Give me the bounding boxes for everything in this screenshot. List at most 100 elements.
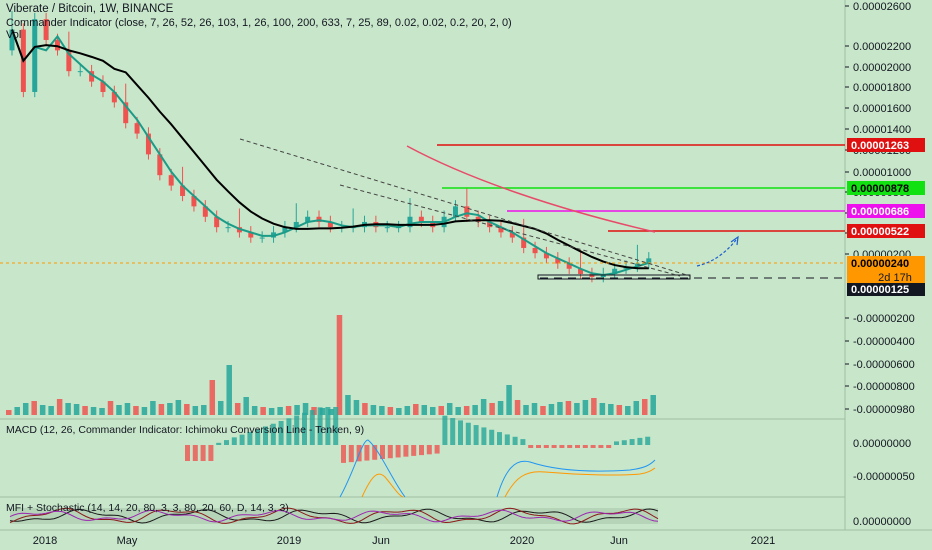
volume-bar (234, 403, 241, 415)
candle-body (532, 247, 538, 254)
volume-bar (438, 406, 444, 415)
trendline-lower (339, 184, 681, 277)
candle-body (566, 263, 572, 269)
macd-histogram-bar (278, 420, 284, 445)
candlestick-series (9, 10, 652, 283)
macd-histogram-bar (582, 445, 588, 448)
time-axis[interactable]: 2018 May 2019 Jun 2020 Jun 2021 (33, 535, 775, 547)
macd-line-2 (496, 459, 656, 498)
price-tag-bg (847, 224, 925, 238)
macd-histogram-bar (255, 429, 261, 445)
volume-bar (616, 405, 623, 415)
macd-histogram-bar (575, 445, 580, 448)
candle-body (66, 50, 72, 72)
candle-body (418, 216, 424, 222)
volume-bar (39, 405, 46, 415)
macd-histogram-bar (590, 445, 596, 448)
volume-bar (565, 401, 572, 415)
candle-body (634, 263, 640, 267)
volume-bar (226, 365, 232, 415)
macd-histogram-bar (208, 445, 214, 461)
macd-histogram-bar (497, 432, 502, 445)
macd-histogram-bar (489, 429, 495, 445)
macd-histogram-bar (536, 445, 541, 448)
time-tick-label: May (117, 535, 138, 547)
macd-histogram-bar (637, 437, 643, 445)
candle-body (509, 232, 515, 238)
volume-bar (345, 395, 351, 415)
macd-histogram-bar (333, 407, 339, 445)
macd-histogram-bar (551, 445, 557, 448)
mfi-tick-label: 0.00000000 (853, 516, 911, 528)
price-level-tags: 0.00001263 0.00000878 0.00000686 0.00000522… (847, 138, 925, 296)
volume-bar (22, 403, 29, 415)
candle-body (248, 232, 254, 238)
price-tag-label: 0.00001263 (851, 140, 909, 152)
volume-bar (591, 398, 597, 415)
volume-bar (387, 407, 394, 415)
price-tag-bg (847, 256, 925, 270)
macd-line (339, 439, 406, 498)
macd-histogram-bar (450, 418, 456, 445)
macd-histogram-bar (224, 440, 229, 445)
volume-bar (497, 401, 504, 415)
volume-bar (167, 403, 173, 415)
volume-bar (396, 408, 402, 415)
volume-bar (642, 399, 648, 415)
mfi-stochastic-pane (9, 507, 659, 525)
volume-bar (480, 399, 487, 415)
macd-histogram-bar (286, 418, 292, 445)
macd-histogram-bar (192, 445, 198, 461)
macd-histogram-bar (239, 434, 245, 445)
candle-body (157, 154, 163, 176)
volume-bar (421, 405, 428, 415)
candle-body (589, 273, 595, 278)
stochastic-band (10, 508, 658, 524)
signal-line (361, 473, 404, 498)
macd-histogram-bar (621, 440, 627, 445)
projection-arrow (696, 239, 737, 267)
macd-histogram-bar (567, 445, 573, 448)
trendline-upper (239, 138, 691, 277)
price-tick-label: -0.00000200 (853, 313, 915, 325)
candle-body (180, 185, 186, 196)
macd-histogram-bar (380, 445, 385, 459)
macd-histogram-bar (419, 445, 424, 456)
volume-bar (90, 407, 97, 415)
volume-bar (31, 401, 37, 415)
macd-histogram-bar (200, 445, 206, 461)
volume-bar (650, 395, 656, 415)
stochastic-d-line (9, 509, 659, 523)
volume-bar (268, 408, 275, 415)
volume-bar (150, 401, 156, 415)
price-tag-label: 0.00000522 (851, 226, 909, 238)
chart-drawings (0, 138, 845, 280)
volume-bar (6, 410, 12, 415)
candle-body (612, 268, 618, 274)
candle-body (191, 195, 197, 207)
projection-arrowhead (730, 235, 739, 246)
time-tick-label: 2020 (510, 535, 534, 547)
macd-histogram-bar (559, 445, 565, 448)
volume-bar (99, 408, 105, 415)
candle-body (646, 258, 652, 264)
candle-body (452, 206, 458, 217)
price-tick-label: 0.00001800 (853, 82, 911, 94)
candle-body (111, 91, 117, 103)
volume-bar (201, 405, 207, 415)
volume-bar (370, 405, 377, 415)
candle-body (77, 71, 83, 73)
macd-histogram-bar (270, 423, 276, 445)
volume-bar (260, 407, 266, 415)
candle-body (54, 39, 60, 51)
time-tick-label: Jun (372, 535, 390, 547)
macd-histogram-bar (317, 407, 323, 445)
volume-bar (506, 385, 512, 415)
volume-bar (56, 399, 63, 415)
candle-body (123, 102, 129, 124)
price-tag-label: 0.00000240 (851, 258, 909, 270)
ma-long-curve (406, 145, 656, 233)
candle-body (100, 81, 106, 92)
volume-bar (209, 380, 216, 415)
